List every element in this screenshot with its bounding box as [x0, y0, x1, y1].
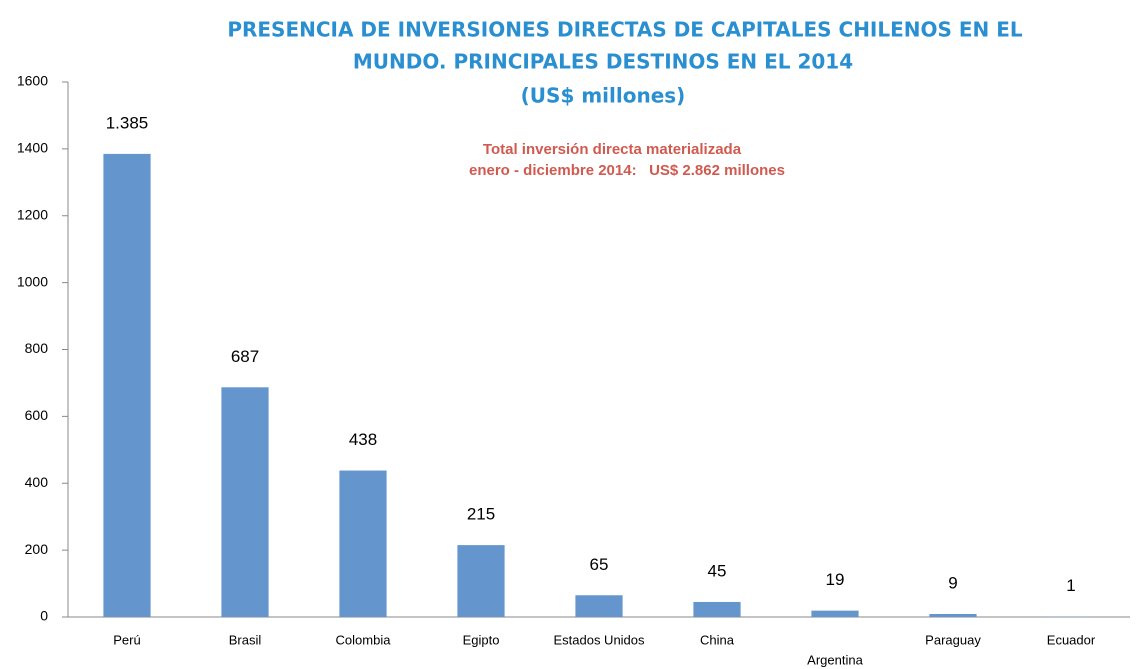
x-tick-label: Paraguay [925, 632, 981, 647]
bar [221, 387, 269, 617]
data-label: 65 [590, 555, 609, 574]
y-tick-label: 1600 [17, 73, 48, 89]
data-label: 438 [349, 430, 377, 449]
y-tick-label: 600 [25, 407, 49, 423]
y-tick-label: 800 [25, 340, 49, 356]
chart-subtitle: (US$ millones) [521, 84, 686, 108]
data-label: 215 [467, 505, 495, 524]
chart-title: PRESENCIA DE INVERSIONES DIRECTAS DE CAP… [227, 18, 1023, 42]
data-label: 1.385 [106, 113, 149, 132]
bar [693, 601, 741, 617]
x-tick-label: Ecuador [1047, 632, 1096, 647]
annotation: Total inversión directa materializada [483, 141, 742, 158]
y-tick-label: 1200 [17, 206, 48, 222]
bar [457, 545, 505, 617]
y-tick-label: 1400 [17, 140, 48, 156]
bar [339, 470, 387, 617]
bar [811, 610, 859, 617]
y-tick-label: 400 [25, 474, 49, 490]
x-tick-label: Brasil [229, 632, 262, 647]
chart-title: MUNDO. PRINCIPALES DESTINOS EN EL 2014 [353, 50, 853, 74]
x-tick-label: Argentina [807, 652, 863, 667]
x-tick-label: Estados Unidos [553, 632, 645, 647]
x-tick-label: Perú [113, 632, 140, 647]
data-label: 9 [948, 573, 957, 592]
y-tick-label: 200 [25, 541, 49, 557]
x-tick-label: China [700, 632, 735, 647]
data-label: 19 [826, 570, 845, 589]
bar [103, 153, 151, 617]
y-tick-label: 0 [40, 608, 48, 624]
data-label: 1 [1066, 576, 1075, 595]
bar [929, 613, 977, 617]
data-label: 687 [231, 347, 259, 366]
x-tick-label: Egipto [463, 632, 500, 647]
annotation: enero - diciembre 2014: US$ 2.862 millon… [469, 162, 785, 179]
x-tick-label: Colombia [336, 632, 392, 647]
y-tick-label: 1000 [17, 273, 48, 289]
data-label: 45 [708, 561, 727, 580]
bar [575, 595, 623, 617]
